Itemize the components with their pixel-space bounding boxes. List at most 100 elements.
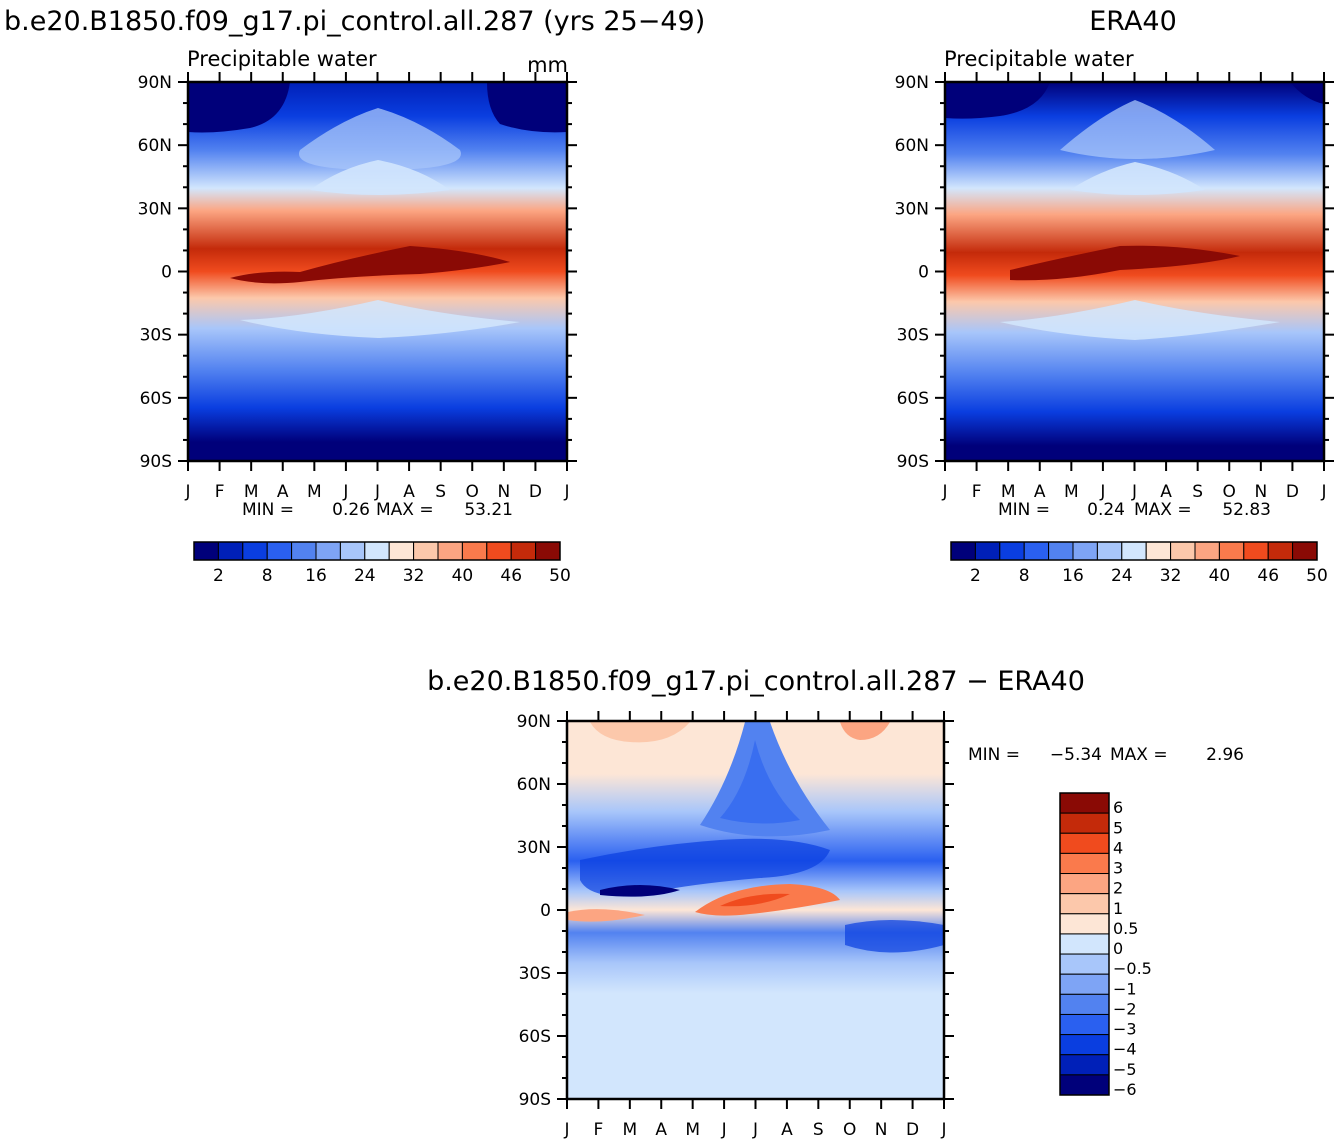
colorbar-label: −1: [1113, 979, 1137, 998]
diff-stats: MIN = −5.34 MAX = 2.96: [968, 745, 1244, 765]
colorbar-swatch: [535, 541, 561, 561]
colorbar-swatch: [1059, 913, 1110, 935]
right-panel-title: ERA40: [1089, 6, 1177, 37]
colorbar-frame: [1059, 792, 1110, 1096]
colorbar-label: −6: [1113, 1080, 1137, 1099]
x-tick-label: N: [497, 482, 510, 502]
colorbar-swatch: [364, 541, 390, 561]
right-south-summer-bulge: [1000, 300, 1280, 340]
left-min-value: 0.26: [332, 500, 370, 520]
x-tick-label: M: [1001, 482, 1016, 502]
y-tick-label: 60N: [517, 775, 551, 795]
left-stats: MIN = 0.26 MAX = 53.21: [242, 500, 513, 520]
colorbar-swatch: [1059, 852, 1110, 875]
y-tick-label: 90S: [519, 1090, 551, 1110]
colorbar-label: 4: [1113, 838, 1123, 857]
colorbar-swatch: [1059, 832, 1110, 854]
colorbar-swatch: [974, 541, 1001, 561]
colorbar-swatch: [1194, 541, 1220, 561]
y-tick-label: 60N: [895, 136, 929, 156]
right-min-value: 0.24: [1087, 500, 1125, 520]
right-north-summer-core: [1070, 162, 1205, 195]
colorbar-swatch: [193, 541, 219, 561]
x-tick-label: A: [1160, 482, 1172, 502]
colorbar-swatch: [1059, 893, 1110, 915]
right-stats: MIN = 0.24 MAX = 52.83: [998, 500, 1271, 520]
x-tick-label: O: [1223, 482, 1236, 502]
colorbar-label: −2: [1113, 999, 1137, 1018]
x-tick-label: M: [1064, 482, 1079, 502]
left-north-summer-bulge: [298, 108, 461, 170]
colorbar-swatch: [291, 541, 317, 561]
y-tick-label: 30N: [895, 199, 929, 219]
right-arctic-cold-pool-left: [945, 82, 1050, 119]
x-tick-label: M: [685, 1120, 700, 1140]
colorbar-swatch: [950, 541, 976, 561]
x-tick-label: M: [244, 482, 259, 502]
colorbar-swatch: [388, 541, 415, 561]
colorbar-swatch: [1048, 541, 1074, 561]
diff-min-label: MIN =: [968, 745, 1020, 765]
diff-arctic-dry-core: [720, 740, 800, 824]
colorbar-swatch: [510, 541, 537, 561]
colorbar-label: −3: [1113, 1020, 1137, 1039]
colorbar-label: 8: [1019, 566, 1030, 586]
colorbar-frame: [193, 541, 561, 561]
colorbar-swatch: [266, 541, 293, 561]
x-tick-label: A: [781, 1120, 793, 1140]
x-tick-label: J: [721, 1120, 727, 1140]
y-tick-label: 0: [918, 263, 929, 283]
colorbar-label: 6: [1113, 798, 1123, 817]
y-tick-label: 90N: [895, 73, 929, 93]
left-max-value: 53.21: [464, 500, 513, 520]
colorbar-swatch: [437, 541, 463, 561]
x-tick-label: D: [1286, 482, 1299, 502]
colorbar-label: 32: [1160, 566, 1182, 586]
colorbar-swatch: [1121, 541, 1147, 561]
right-north-summer-bulge: [1060, 100, 1215, 159]
y-tick-label: 90S: [897, 452, 929, 472]
colorbar-swatch: [1059, 1054, 1110, 1076]
colorbar-label: 46: [500, 566, 522, 586]
colorbar-swatch: [1059, 792, 1110, 814]
colorbar-label: 2: [1113, 879, 1123, 898]
left-panel-title: b.e20.B1850.f09_g17.pi_control.all.287 (…: [4, 6, 705, 37]
colorbar-label: 1: [1113, 899, 1123, 918]
diff-max-label: MAX =: [1110, 745, 1168, 765]
diff-south-tropics-dry-right: [845, 920, 944, 953]
x-tick-label: N: [875, 1120, 888, 1140]
y-tick-label: 60N: [138, 136, 172, 156]
left-min-label: MIN =: [242, 500, 294, 520]
left-panel-units: mm: [527, 53, 568, 77]
colorbar-label: 16: [305, 566, 327, 586]
colorbar-swatch: [1267, 541, 1294, 561]
colorbar-label: −4: [1113, 1040, 1137, 1059]
diff-western-wet-patch: [568, 909, 645, 922]
x-tick-label: A: [403, 482, 415, 502]
right-colorbar: 2 8 16 24 32 40 46 50: [950, 541, 1328, 586]
colorbar-swatch: [1059, 933, 1110, 955]
colorbar-swatch: [339, 541, 366, 561]
colorbar-swatch: [1059, 973, 1110, 995]
colorbar-swatch: [1059, 993, 1110, 1015]
x-tick-label: M: [307, 482, 322, 502]
right-equatorial-max-band: [1010, 245, 1240, 281]
colorbar-swatch: [461, 541, 488, 561]
right-arctic-cold-pool-right: [1290, 82, 1324, 104]
colorbar-label: 32: [403, 566, 425, 586]
colorbar-label: 50: [1306, 566, 1328, 586]
y-tick-label: 0: [161, 263, 172, 283]
right-min-label: MIN =: [998, 500, 1050, 520]
right-panel-subtitle: Precipitable water: [944, 47, 1134, 71]
diff-min-value: −5.34: [1050, 745, 1102, 765]
x-tick-label: S: [1192, 482, 1203, 502]
x-tick-label: D: [906, 1120, 919, 1140]
colorbar-swatch: [1292, 541, 1318, 561]
x-tick-label: F: [972, 482, 982, 502]
colorbar-label: 16: [1062, 566, 1084, 586]
colorbar-swatch: [486, 541, 512, 561]
colorbar-swatch: [999, 541, 1025, 561]
